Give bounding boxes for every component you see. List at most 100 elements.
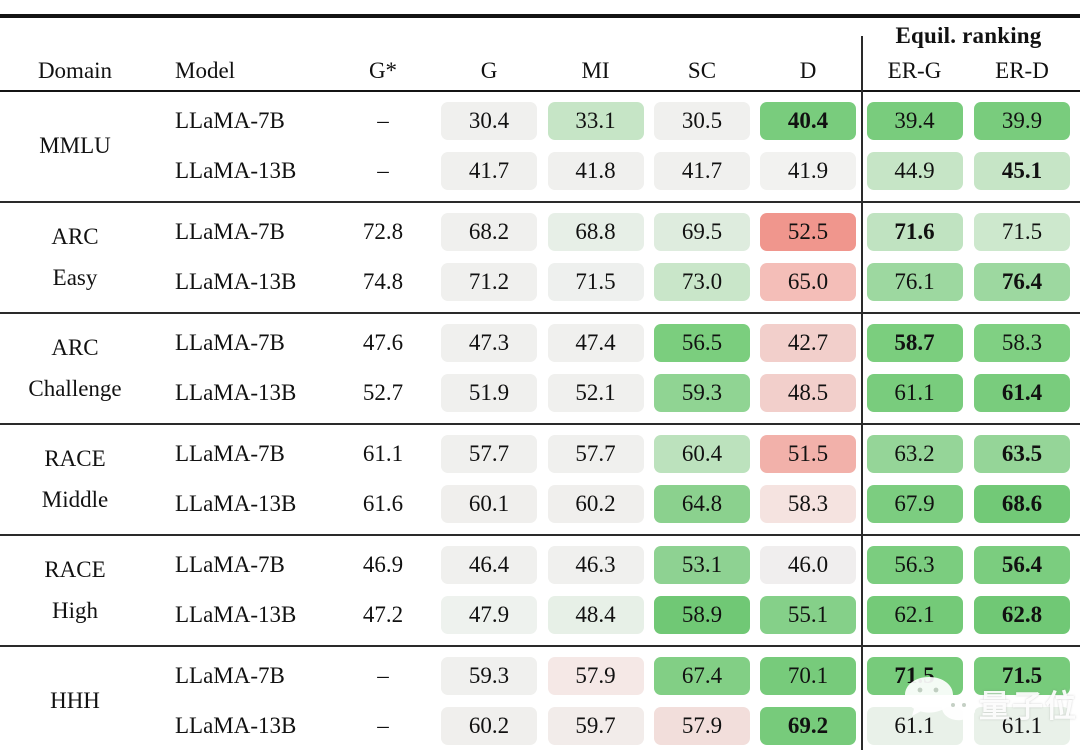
score-pill: 59.7 [547,707,644,745]
score-pill: 76.1 [866,263,963,301]
score-cell: 71.2 [436,263,542,301]
score-cell: 41.7 [436,152,542,190]
score-pill: 61.1 [866,707,963,745]
gstar-value: 72.8 [362,219,404,244]
gstar-value: 46.9 [362,552,404,577]
col-header-d: D [799,58,817,83]
score-cell: 60.1 [436,485,542,523]
score-pill: 69.5 [654,213,750,251]
equil-ranking-group-header: Equil. ranking [895,23,1042,48]
score-cell: 47.3 [436,324,542,362]
model-name: LLaMA-13B [175,713,297,738]
score-cell: 62.8 [968,596,1076,634]
score-cell: 51.5 [755,435,861,473]
score-cell: 68.6 [968,485,1076,523]
score-cell: 57.7 [542,435,649,473]
score-cell: 33.1 [542,102,649,140]
model-name: LLaMA-13B [175,269,297,294]
score-pill: 56.3 [866,546,963,584]
col-header-gstar: G* [368,58,398,83]
score-cell: 58.3 [755,485,861,523]
score-pill: 55.1 [760,596,856,634]
score-pill: 62.8 [974,596,1070,634]
col-header-sc: SC [687,58,717,83]
gstar-value: 52.7 [362,380,404,405]
model-name: LLaMA-7B [175,330,285,355]
col-header-domain: Domain [37,58,113,83]
score-pill: 56.5 [654,324,750,362]
score-cell: 68.2 [436,213,542,251]
score-cell: 56.4 [968,546,1076,584]
domain-label-line: ARC [51,334,99,360]
table-section: MMLU LLaMA-7B – 30.4 33.1 30.5 40.4 39.4 39.9 LLa… [0,92,1080,201]
table-section: ARC Challenge LLaMA-7B 47.6 47.3 47.4 56.5 42.7… [0,312,1080,423]
score-pill: 47.3 [441,324,537,362]
score-cell: 30.5 [649,102,755,140]
score-pill: 67.4 [654,657,750,695]
gstar-value: – [377,713,389,738]
col-header-er-g: ER-G [887,58,942,83]
score-cell: 48.5 [755,374,861,412]
col-header-g: G [480,58,498,83]
score-pill: 64.8 [654,485,750,523]
score-pill: 71.5 [974,657,1070,695]
col-header-model: Model [175,58,236,83]
score-pill: 61.4 [974,374,1070,412]
score-pill: 39.9 [974,102,1070,140]
score-cell: 63.5 [968,435,1076,473]
score-pill: 58.9 [654,596,750,634]
domain-label: RACE Middle [0,446,150,513]
model-name: LLaMA-7B [175,663,285,688]
score-cell: 44.9 [861,152,968,190]
score-cell: 45.1 [968,152,1076,190]
score-cell: 41.9 [755,152,861,190]
score-pill: 62.1 [866,596,963,634]
score-pill: 41.8 [547,152,644,190]
gstar-value: 47.6 [362,330,404,355]
gstar-value: 61.1 [362,441,404,466]
score-cell: 63.2 [861,435,968,473]
score-pill: 41.7 [654,152,750,190]
score-cell: 60.2 [542,485,649,523]
domain-label-line: RACE [44,556,106,582]
score-pill: 41.9 [760,152,856,190]
score-pill: 42.7 [760,324,856,362]
score-cell: 55.1 [755,596,861,634]
score-cell: 30.4 [436,102,542,140]
score-pill: 60.2 [547,485,644,523]
score-cell: 64.8 [649,485,755,523]
domain-label-line: High [52,598,98,623]
gstar-value: – [377,158,389,183]
score-cell: 39.9 [968,102,1076,140]
score-cell: 71.5 [542,263,649,301]
score-cell: 71.5 [968,213,1076,251]
domain-label: ARC Easy [0,224,150,291]
score-pill: 48.4 [547,596,644,634]
score-cell: 51.9 [436,374,542,412]
score-pill: 41.7 [441,152,537,190]
score-cell: 60.2 [436,707,542,745]
gstar-value: 61.6 [362,491,404,516]
score-cell: 39.4 [861,102,968,140]
score-cell: 61.1 [861,707,968,745]
table-body: MMLU LLaMA-7B – 30.4 33.1 30.5 40.4 39.4 39.9 LLa… [0,92,1080,750]
score-pill: 45.1 [974,152,1070,190]
score-cell: 59.3 [436,657,542,695]
col-header-mi: MI [581,58,610,83]
score-pill: 59.3 [654,374,750,412]
score-cell: 71.5 [861,657,968,695]
score-pill: 51.9 [441,374,537,412]
score-cell: 56.3 [861,546,968,584]
score-pill: 59.3 [441,657,537,695]
score-cell: 48.4 [542,596,649,634]
score-pill: 47.9 [441,596,537,634]
model-name: LLaMA-13B [175,380,297,405]
gstar-value: – [377,663,389,688]
score-cell: 62.1 [861,596,968,634]
score-pill: 46.0 [760,546,856,584]
score-cell: 46.0 [755,546,861,584]
score-pill: 70.1 [760,657,856,695]
score-pill: 39.4 [866,102,963,140]
table-section: HHH LLaMA-7B – 59.3 57.9 67.4 70.1 71.5 71.5 LLaM… [0,645,1080,750]
score-cell: 61.1 [861,374,968,412]
